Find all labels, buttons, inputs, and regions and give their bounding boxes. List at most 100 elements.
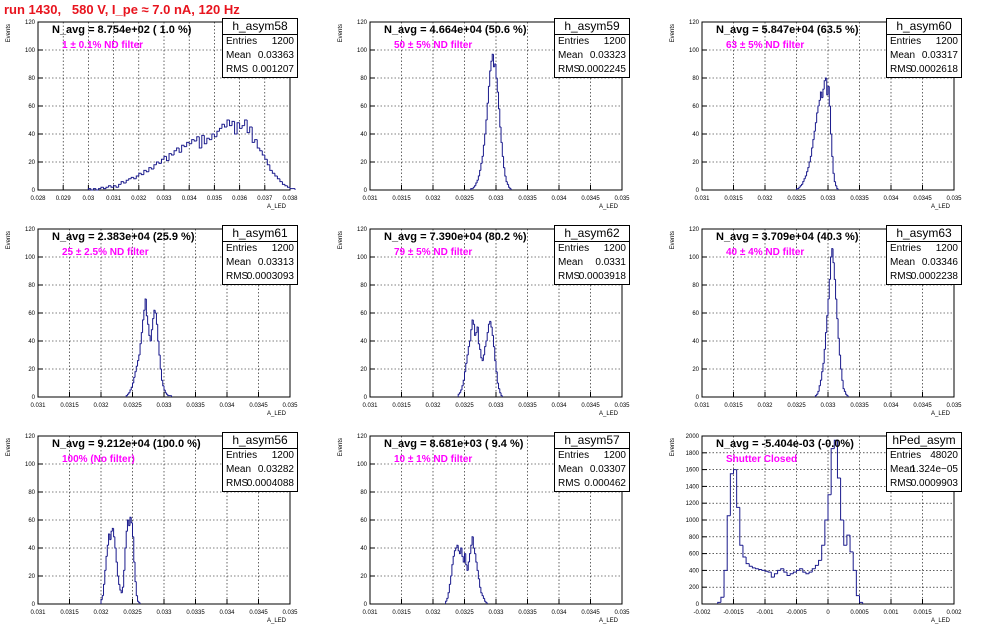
histogram-bin xyxy=(835,181,837,187)
histogram-bin xyxy=(125,179,129,183)
stats-row-rms: RMS 0.0004088 xyxy=(223,477,297,491)
histogram-bin xyxy=(761,569,765,571)
stats-label: Entries xyxy=(558,36,590,47)
histogram-h_asym58: 0.028 0.029 0.03 0.031 0.032 0.033 0.034 0.035 0… xyxy=(6,20,298,210)
histogram-bin xyxy=(216,130,220,137)
histogram-bin xyxy=(496,371,499,384)
histogram-bin xyxy=(472,186,475,189)
histogram-bin xyxy=(805,572,810,575)
histogram-bin xyxy=(450,575,452,585)
histogram-bin xyxy=(103,583,105,596)
stats-box: h_asym63 Entries 1200 Mean 0.03346 RMS 0.00022… xyxy=(886,225,962,285)
histogram-bin xyxy=(130,176,134,179)
histogram-bin xyxy=(166,392,168,395)
histogram-bin xyxy=(822,362,825,372)
histogram-bin xyxy=(163,385,166,391)
x-tick-label: 0.033 xyxy=(488,403,504,409)
navg-label: N_avg = 8.754e+02 ( 1.0 %) xyxy=(52,24,192,36)
histogram-bin xyxy=(113,185,117,188)
y-tick-label: 400 xyxy=(689,568,700,574)
histogram-bin xyxy=(118,576,120,585)
histogram-bin xyxy=(819,379,822,386)
histogram-bin xyxy=(481,592,484,597)
histogram-bin xyxy=(234,121,238,135)
stats-box: h_asym56 Entries 1200 Mean 0.03282 RMS 0.00040… xyxy=(222,432,298,492)
y-axis-title: Events xyxy=(670,24,676,42)
histogram-bin xyxy=(119,584,122,591)
histogram-bin xyxy=(201,134,205,148)
y-tick-label: 60 xyxy=(28,518,35,524)
histogram-bin xyxy=(803,178,806,182)
histogram-bin xyxy=(729,473,734,516)
stats-label: Entries xyxy=(558,450,590,461)
histogram-bin xyxy=(485,340,488,347)
histogram-panel-h_asym62: 0.031 0.0315 0.032 0.0325 0.033 0.0335 0.034 0.… xyxy=(332,225,664,432)
y-tick-label: 60 xyxy=(28,104,35,110)
x-tick-label: 0.032 xyxy=(425,610,441,616)
histogram-bin xyxy=(150,167,154,170)
histogram-bin xyxy=(206,137,210,144)
histogram-bin xyxy=(830,448,835,495)
stats-label: RMS xyxy=(558,478,581,489)
stats-label: Mean xyxy=(558,464,584,475)
histogram-bin xyxy=(138,354,141,361)
histogram-bin xyxy=(198,136,202,149)
histogram-bin xyxy=(479,578,481,588)
histogram-bin xyxy=(816,393,818,396)
stats-label: RMS xyxy=(226,271,249,282)
histogram-bin xyxy=(211,133,215,140)
histogram-bin xyxy=(465,362,468,372)
y-tick-label: 60 xyxy=(360,518,367,524)
stats-row-mean: Mean 0.03307 xyxy=(555,463,629,477)
histogram-bin xyxy=(126,393,129,396)
stats-value: 1200 xyxy=(935,36,958,47)
histogram-bin xyxy=(286,185,290,188)
histogram-bin xyxy=(835,279,837,300)
x-tick-label: 0.031 xyxy=(30,610,46,616)
stats-value: 1200 xyxy=(271,36,294,47)
stats-value: 0.03307 xyxy=(589,464,626,475)
stats-row-mean: Mean 1.324e−05 xyxy=(887,463,961,477)
stats-value: 0.001207 xyxy=(252,64,294,75)
histogram-panel-h_asym60: 0.031 0.0315 0.032 0.0325 0.033 0.0335 0.034 0.… xyxy=(664,18,996,225)
histogram-bin xyxy=(486,102,489,120)
histogram-bin xyxy=(509,187,512,190)
histogram-bin xyxy=(496,78,499,93)
y-tick-label: 60 xyxy=(692,104,699,110)
histogram-bin xyxy=(480,349,483,359)
stats-label: Mean xyxy=(558,257,584,268)
y-tick-label: 120 xyxy=(357,434,368,440)
x-tick-label: 0.0005 xyxy=(850,610,869,616)
x-tick-label: 0.032 xyxy=(757,403,773,409)
navg-label: N_avg = -5.404e-03 (-0.0%) xyxy=(716,438,854,450)
histogram-bin xyxy=(447,592,450,599)
y-tick-label: 20 xyxy=(360,367,367,373)
stats-value: 0.0003918 xyxy=(578,271,626,282)
stats-value: 1200 xyxy=(603,450,626,461)
x-tick-label: 0.035 xyxy=(946,403,962,409)
histogram-bin xyxy=(246,120,250,134)
histogram-bin xyxy=(482,144,485,157)
x-tick-label: 0.0325 xyxy=(455,403,474,409)
x-tick-label: 0.034 xyxy=(551,403,567,409)
histogram-bin xyxy=(158,341,161,356)
y-tick-label: 40 xyxy=(28,546,35,552)
histogram-bin xyxy=(446,597,449,602)
histogram-name: h_asym57 xyxy=(555,433,629,449)
stats-row-rms: RMS 0.0002245 xyxy=(555,63,629,77)
histogram-bin xyxy=(758,568,762,571)
histogram-bin xyxy=(500,127,503,143)
histogram-bin xyxy=(859,595,863,603)
stats-value: 1200 xyxy=(271,450,294,461)
stats-row-mean: Mean 0.03363 xyxy=(223,49,297,63)
histogram-bin xyxy=(208,138,212,141)
x-tick-label: 0.034 xyxy=(219,610,235,616)
stats-box: h_asym61 Entries 1200 Mean 0.03313 RMS 0.00030… xyxy=(222,225,298,285)
x-tick-label: 0.0315 xyxy=(392,403,411,409)
histogram-bin xyxy=(499,388,502,394)
stats-row-rms: RMS 0.0002238 xyxy=(887,270,961,284)
x-tick-label: 0.031 xyxy=(694,196,710,202)
histogram-bin xyxy=(842,380,845,390)
histogram-bin xyxy=(484,598,486,602)
histogram-bin xyxy=(470,188,473,190)
